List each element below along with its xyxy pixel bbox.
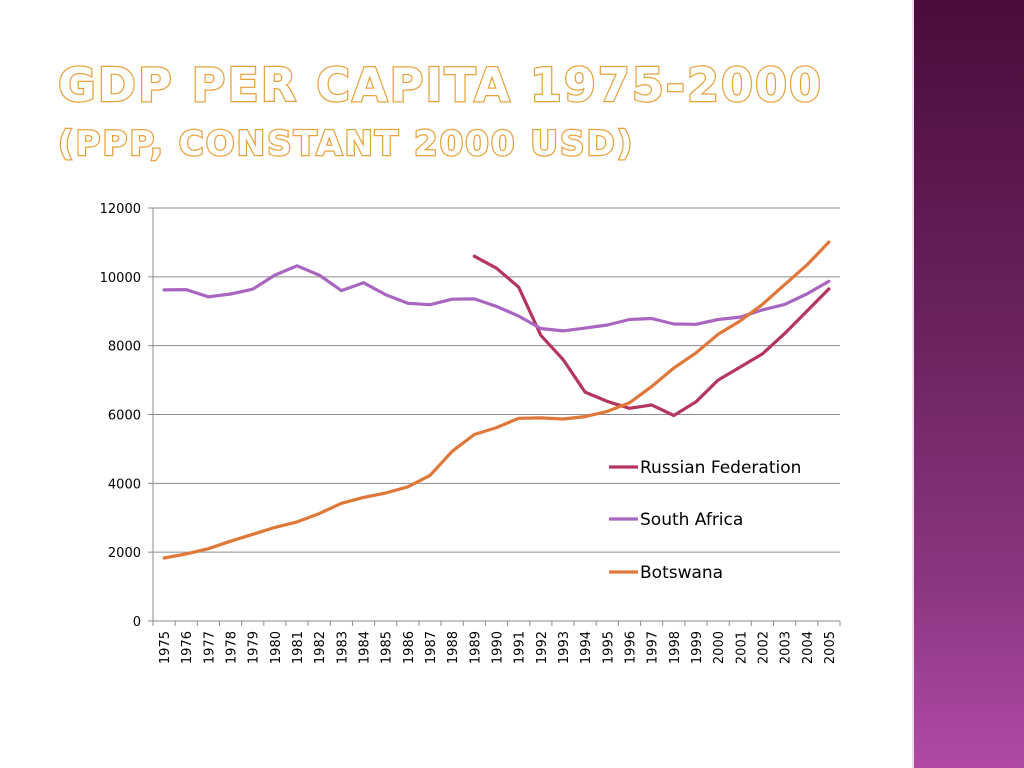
y-tick-label: 8000: [108, 340, 141, 355]
y-tick-label: 6000: [108, 409, 141, 424]
x-tick-label: 2004: [801, 631, 816, 664]
x-tick-label: 2000: [712, 631, 727, 664]
series-line-botswana: [162, 240, 831, 560]
x-tick-label: 1990: [491, 631, 506, 664]
x-tick-label: 1996: [623, 631, 638, 664]
slide-subtitle: (PPP, CONSTANT 2000 USD): [57, 123, 635, 166]
series-line-south-africa: [162, 264, 831, 333]
y-tick-label: 2000: [108, 546, 141, 561]
x-tick-label: 2003: [779, 631, 794, 664]
x-tick-label: 1982: [313, 631, 328, 664]
y-tick-label: 4000: [108, 477, 141, 492]
x-tick-label: 1987: [424, 631, 439, 664]
x-tick-label: 1998: [668, 631, 683, 664]
x-tick-label: 1986: [402, 631, 417, 664]
x-tick-label: 1976: [180, 631, 195, 664]
x-tick-label: 1983: [335, 631, 350, 664]
legend: Russian Federation South Africa Botswana: [609, 458, 801, 583]
legend-label-south-africa: South Africa: [640, 510, 743, 530]
x-tick-label: 1978: [225, 631, 240, 664]
y-tick-label: 12000: [100, 202, 141, 217]
x-tick-label: 1997: [646, 631, 661, 664]
x-tick-label: 2002: [756, 631, 771, 664]
x-tick-label: 1975: [158, 631, 173, 664]
series-line-russian-federation: [472, 254, 831, 418]
x-tick-label: 1994: [579, 631, 594, 664]
x-tick-label: 1989: [468, 631, 483, 664]
y-tick-label: 10000: [100, 271, 141, 286]
x-tick-label: 1981: [291, 631, 306, 664]
x-tick-label: 2001: [734, 631, 749, 664]
x-tick-label: 1993: [557, 631, 572, 664]
x-tick-label: 1980: [269, 631, 284, 664]
legend-label-botswana: Botswana: [640, 563, 723, 583]
series-lines: [162, 240, 831, 560]
x-tick-label: 2005: [823, 631, 838, 664]
side-decoration-bar: [912, 0, 1024, 768]
slide-title: GDP PER CAPITA 1975-2000: [57, 57, 823, 114]
x-tick-label: 1995: [601, 631, 616, 664]
x-tick-label: 1984: [358, 631, 373, 664]
x-tick-label: 1985: [380, 631, 395, 664]
legend-label-russian-federation: Russian Federation: [640, 458, 801, 478]
x-tick-label: 1991: [513, 631, 528, 664]
x-tick-label: 1999: [690, 631, 705, 664]
x-tick-label: 1988: [446, 631, 461, 664]
x-tick-label: 1979: [247, 631, 262, 664]
gridlines: [153, 207, 840, 553]
x-tick-label: 1977: [202, 631, 217, 664]
line-chart: 0 2000 4000 6000 8000 10000 12000 1975 1976 1977 1…: [100, 202, 841, 664]
axes: 0 2000 4000 6000 8000 10000 12000 1975 1976 1977 1…: [100, 202, 841, 664]
x-tick-label: 1992: [535, 631, 550, 664]
y-tick-label: 0: [133, 615, 141, 630]
